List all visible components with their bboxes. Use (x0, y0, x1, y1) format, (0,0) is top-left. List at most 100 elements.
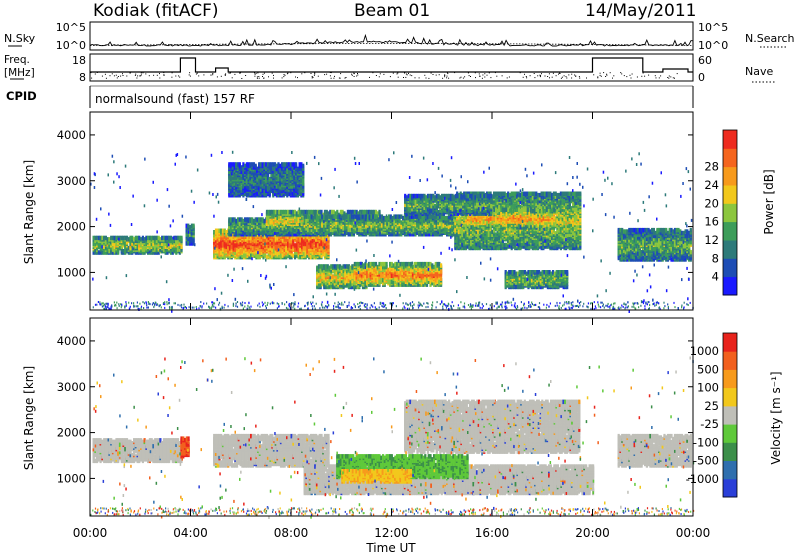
nave-dot (539, 76, 541, 78)
power-cell (223, 249, 226, 254)
power-cell (103, 235, 106, 241)
power-cell (292, 253, 295, 258)
power-cell (120, 235, 123, 241)
station-title: Kodiak (fitACF) (93, 1, 219, 21)
nave-dot (159, 73, 160, 75)
power-cell (315, 234, 318, 239)
power-cell (279, 254, 283, 260)
nave-dot (529, 75, 531, 77)
nave-dot (137, 75, 139, 77)
nave-dot (314, 72, 316, 74)
power-cell (242, 168, 245, 173)
nave-dot (369, 76, 370, 78)
power-cell (233, 230, 236, 235)
nave-dot (301, 73, 303, 75)
power-cell (228, 232, 231, 237)
power-cell (169, 250, 173, 255)
power-cell (244, 254, 247, 260)
power-cell (97, 243, 100, 248)
power-cell (192, 236, 195, 242)
power-cell (297, 254, 300, 260)
nave-dot (544, 75, 546, 77)
nave-dot (629, 74, 631, 76)
power-cell (231, 223, 234, 228)
nave-dot (541, 73, 542, 75)
nave-dot (295, 76, 296, 78)
nave-dot (447, 73, 449, 75)
nave-dot (311, 76, 313, 77)
power-cell (238, 217, 241, 222)
power-cell (286, 232, 289, 237)
power-cell (249, 166, 252, 172)
nave-dot (156, 74, 158, 76)
power-cell (213, 247, 216, 253)
power-cell (273, 230, 277, 235)
nave-dot (578, 76, 580, 78)
nave-dot (297, 77, 298, 79)
power-cell (230, 244, 233, 250)
power-cell (249, 169, 252, 175)
nave-dot (641, 75, 643, 77)
power-cell (295, 244, 298, 250)
power-cell (249, 162, 252, 167)
power-cell (295, 232, 298, 237)
power-cell (185, 223, 188, 229)
nave-dot (351, 74, 353, 76)
power-cell (288, 234, 291, 239)
power-cell (228, 249, 232, 254)
power-cell (264, 253, 267, 258)
power-cell (108, 237, 111, 242)
power-cell (223, 234, 226, 239)
power-cell (99, 235, 102, 241)
power-cell (323, 238, 327, 244)
power-cell (235, 174, 238, 179)
nave-dot (558, 73, 559, 75)
nave-dot (408, 72, 409, 74)
power-cell (316, 243, 320, 248)
power-cell (248, 254, 251, 260)
power-cell (141, 244, 144, 249)
power-cell (302, 163, 305, 169)
power-cell (262, 252, 265, 257)
nave-dot (284, 74, 286, 76)
power-cell (244, 226, 247, 231)
power-cell (244, 176, 247, 182)
nave-dot (254, 75, 256, 77)
power-cell (154, 235, 157, 241)
power-cell (244, 185, 247, 191)
power-cell (285, 246, 288, 251)
power-cell (316, 234, 320, 239)
nave-dot (356, 75, 358, 77)
nave-dot (667, 77, 669, 78)
nave-dot (658, 77, 660, 79)
power-cell (171, 243, 174, 248)
freq-unit-label: [MHz] (4, 67, 35, 79)
nave-dot (171, 72, 173, 74)
nave-dot (444, 75, 446, 76)
power-cell (164, 241, 167, 246)
nave-dot (571, 77, 573, 79)
power-cell (180, 235, 183, 241)
nave-dot (129, 72, 131, 74)
nave-dot (481, 77, 483, 79)
nave-dot (310, 73, 312, 74)
nave-dot (549, 77, 550, 79)
power-cell (220, 249, 223, 254)
power-cell (263, 218, 266, 224)
power-cell (129, 235, 132, 241)
power-cell (239, 250, 242, 255)
power-cell (229, 162, 233, 167)
power-cell (252, 218, 255, 224)
power-cell (118, 235, 122, 241)
power-cell (240, 217, 243, 222)
power-cell (143, 247, 146, 252)
power-cell (325, 252, 328, 257)
power-cell (233, 162, 236, 167)
nave-dot (372, 72, 374, 74)
power-cell (138, 235, 141, 241)
nave-dot (404, 72, 405, 74)
nave-dot (254, 72, 255, 74)
power-cell (229, 232, 233, 237)
power-cell (233, 165, 236, 170)
